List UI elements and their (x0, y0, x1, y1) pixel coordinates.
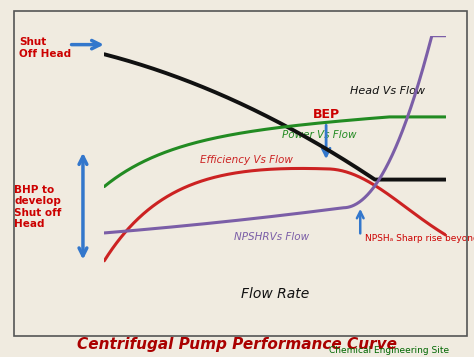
Text: Centrifugal Pump Performance Curve: Centrifugal Pump Performance Curve (77, 337, 397, 352)
Text: NPSHRVs Flow: NPSHRVs Flow (234, 232, 309, 242)
Text: Efficiency Vs Flow: Efficiency Vs Flow (200, 155, 293, 165)
Text: BEP: BEP (312, 108, 340, 121)
Text: Chemical Engineering Site: Chemical Engineering Site (328, 346, 449, 355)
Text: Shut
Off Head: Shut Off Head (19, 37, 71, 59)
Text: BHP to
develop
Shut off
Head: BHP to develop Shut off Head (14, 185, 62, 230)
Text: Head Vs Flow: Head Vs Flow (350, 86, 425, 96)
Text: NPSHₐ Sharp rise beyond BEP: NPSHₐ Sharp rise beyond BEP (365, 234, 474, 243)
Text: Power Vs Flow: Power Vs Flow (282, 130, 356, 140)
Text: Flow Rate: Flow Rate (241, 287, 309, 301)
